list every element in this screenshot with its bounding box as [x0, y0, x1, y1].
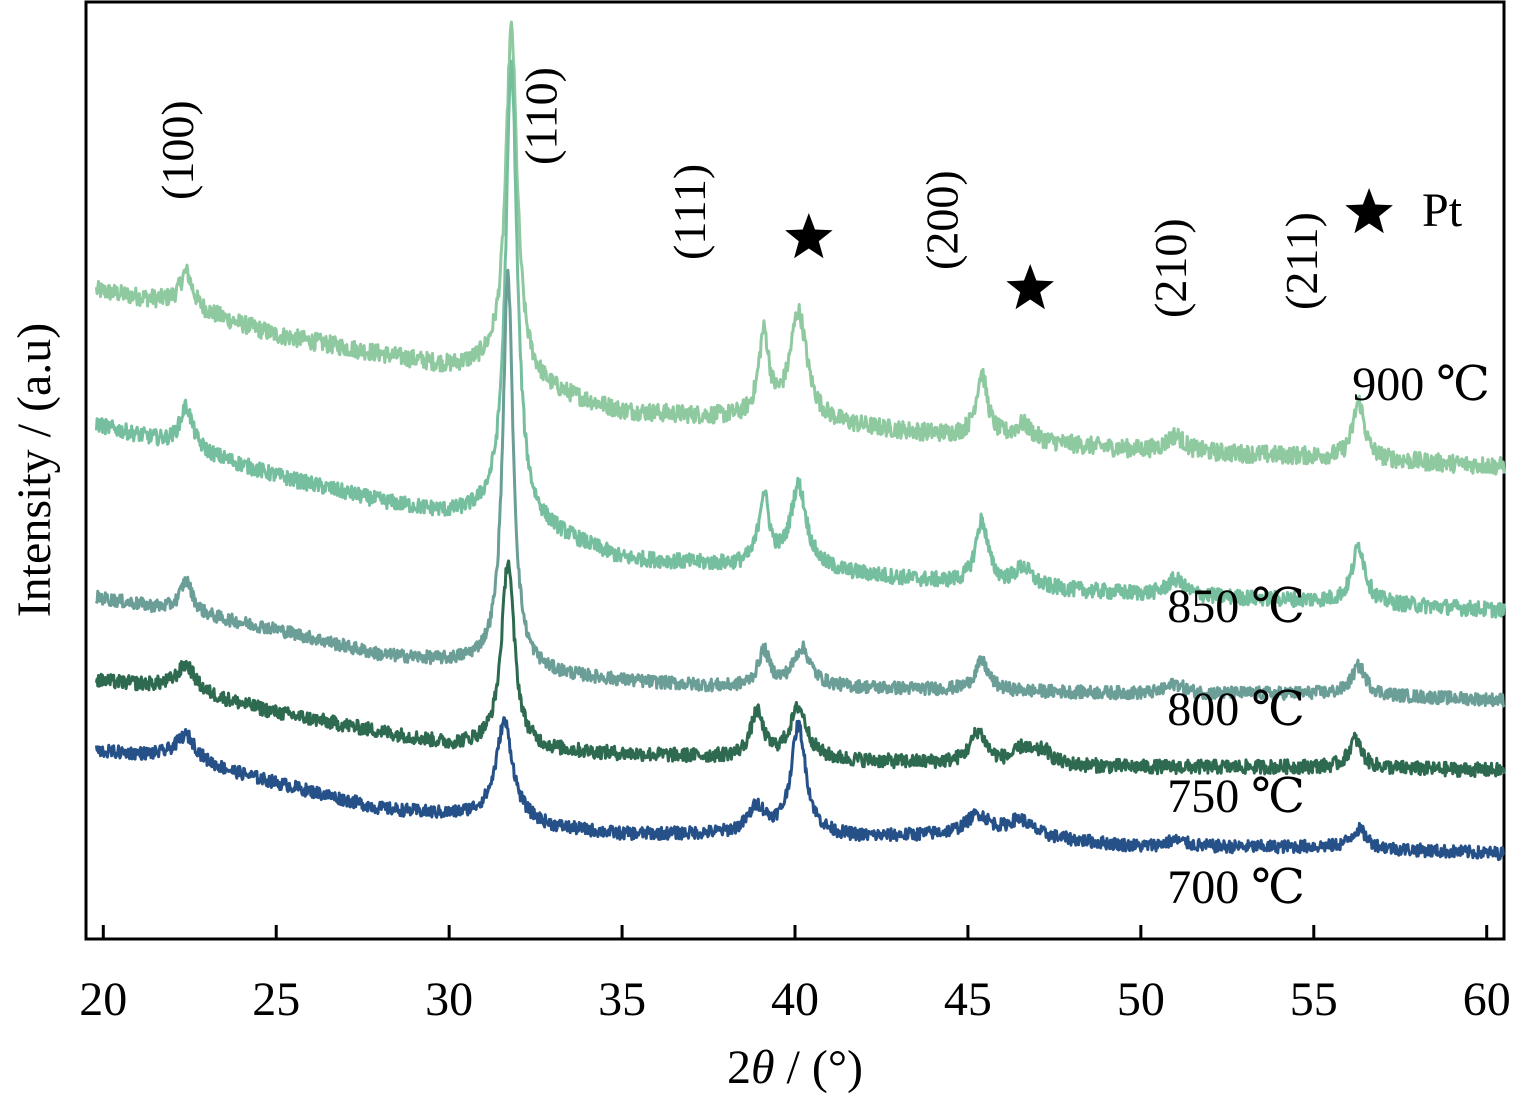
x-tick-label: 45 — [944, 973, 992, 1026]
x-tick-label: 25 — [252, 973, 300, 1026]
x-tick-label: 60 — [1463, 973, 1511, 1026]
series-line-700 — [94, 716, 1505, 862]
series-line-750 — [94, 559, 1506, 779]
temperature-label: 850 ℃ — [1167, 580, 1305, 633]
pt-star-marker — [1006, 264, 1054, 310]
hkl-label: (211) — [1276, 212, 1327, 310]
x-axis-ticks: 20 25 30 35 40 45 50 55 60 — [79, 925, 1511, 1026]
x-axis-title-suffix: / (°) — [775, 1041, 864, 1094]
annotation-layer: (100) (110) (111) (200) (210) (211) Pt 900 ℃ 850… — [152, 67, 1490, 914]
series-line-900 — [94, 20, 1506, 476]
series-line-850 — [94, 59, 1506, 619]
x-axis-title-theta: θ — [751, 1041, 775, 1094]
x-axis-title: 2θ / (°) — [727, 1041, 863, 1094]
temperature-label: 900 ℃ — [1352, 358, 1490, 411]
series-line-800 — [95, 268, 1506, 708]
pt-star-marker — [785, 213, 833, 259]
temperature-label: 700 ℃ — [1167, 861, 1305, 914]
x-axis-title-prefix: 2 — [727, 1041, 751, 1094]
temperature-label: 750 ℃ — [1167, 770, 1305, 823]
hkl-label: (210) — [1145, 218, 1196, 318]
x-tick-label: 50 — [1117, 973, 1165, 1026]
hkl-label: (200) — [917, 170, 968, 270]
series-layer — [94, 20, 1506, 862]
pt-legend-label: Pt — [1422, 184, 1463, 237]
y-axis-title: Intensity / (a.u) — [8, 323, 61, 618]
hkl-label: (100) — [152, 100, 203, 200]
x-tick-label: 30 — [425, 973, 473, 1026]
x-tick-label: 20 — [79, 973, 127, 1026]
x-tick-label: 55 — [1290, 973, 1338, 1026]
hkl-label: (110) — [515, 67, 566, 165]
x-tick-label: 35 — [598, 973, 646, 1026]
pt-star-marker — [1345, 188, 1393, 234]
x-tick-label: 40 — [771, 973, 819, 1026]
temperature-label: 800 ℃ — [1167, 683, 1305, 736]
hkl-label: (111) — [664, 164, 715, 260]
